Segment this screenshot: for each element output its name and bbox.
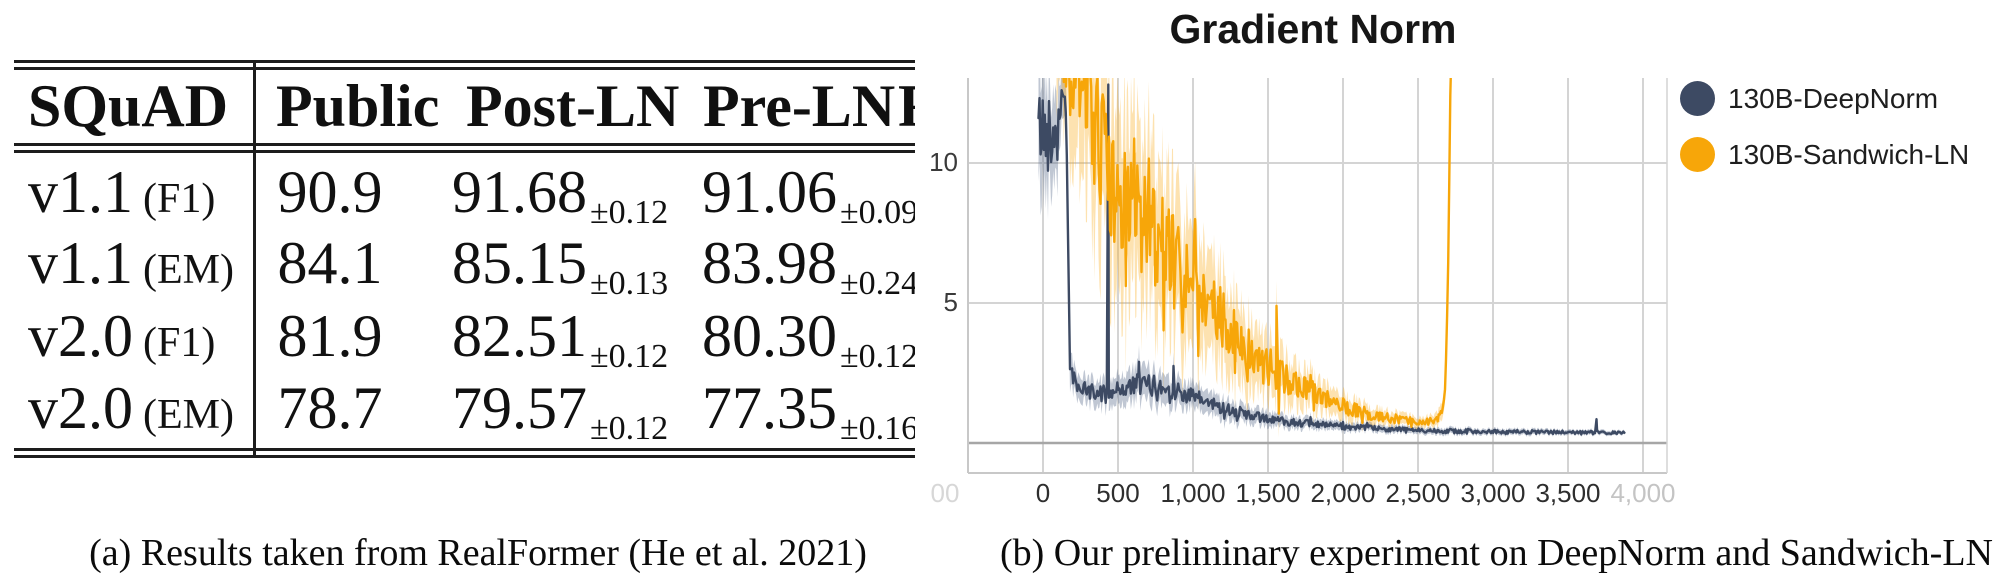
table-bottom-rule [14,448,915,451]
table-top-rule [14,60,915,63]
x-tick-label: 4,000 [1610,478,1676,508]
x-tick-label: 1,500 [1235,478,1301,508]
metric-cell: v2.0 (F1) [28,300,215,379]
column-header-pre-ln: Pre-LN [703,73,896,139]
post-ln-value: 85.15±0.13 [452,227,668,309]
pre-ln-value: 91.06±0.09 [702,156,915,238]
x-tick-label: 2,000 [1310,478,1376,508]
table-top-rule [14,67,915,70]
post-ln-std: ±0.12 [590,410,669,447]
table-column-divider [253,60,256,457]
metric-note: (F1) [143,320,216,366]
metric-note: (EM) [143,392,234,438]
subcaption-a: (a) Results taken from RealFormer (He et… [89,532,867,574]
pre-ln-value: 77.35±0.16 [702,372,915,454]
x-tick-label: 3,500 [1535,478,1601,508]
x-tick-label: 0 [1035,478,1051,508]
public-value: 90.9 [277,159,383,225]
legend-label: 130B-DeepNorm [1728,82,1939,114]
metric-version: v2.0 [28,303,133,369]
series-band-130B-Sandwich-LN [1056,78,1452,438]
table-row: v1.1 (EM) 84.1 85.15±0.13 83.98±0.24 [14,227,915,302]
public-value: 81.9 [277,303,383,369]
legend-item-deepnorm: 130B-DeepNorm [1680,80,1969,116]
pre-ln-mean: 91.06 [702,159,837,225]
sandwich-ln-series-dot-icon [1680,136,1715,172]
post-ln-value: 91.68±0.12 [452,156,668,238]
series-line-130B-Sandwich-LN [1062,78,1452,429]
post-ln-std: ±0.12 [590,338,669,375]
x-tick-label-faded-edge: 00 [930,478,960,508]
metric-note: (EM) [143,247,234,293]
table-row: v2.0 (F1) 81.9 82.51±0.12 80.30±0.12 [14,300,915,375]
metric-version: v1.1 [28,159,133,225]
pre-ln-std: ±0.24 [840,265,915,302]
post-ln-std: ±0.13 [590,265,669,302]
pre-ln-value: 80.30±0.12 [702,300,915,382]
post-ln-value: 79.57±0.12 [452,372,668,454]
column-header-public: Public [276,73,440,139]
table-row: v2.0 (EM) 78.7 79.57±0.12 77.35±0.16 [14,372,915,447]
y-tick-label-10: 10 [929,147,958,177]
pre-ln-mean: 80.30 [702,303,837,369]
x-tick-label: 2,500 [1385,478,1451,508]
column-header-clipped: R [898,72,915,140]
pre-ln-value: 83.98±0.24 [702,227,915,309]
post-ln-mean: 85.15 [452,230,587,296]
pre-ln-mean: 77.35 [702,375,837,441]
pre-ln-std: ±0.09 [840,194,915,231]
public-value: 84.1 [277,230,383,296]
x-tick-label: 1,000 [1160,478,1226,508]
table-row: v1.1 (F1) 90.9 91.68±0.12 91.06±0.09 [14,156,915,231]
post-ln-mean: 91.68 [452,159,587,225]
curves-group [1037,78,1626,438]
series-line-130B-DeepNorm [1037,83,1626,436]
table-header-rule [14,150,915,153]
squad-results-table: SQuAD Public Post-LN Pre-LN R v1.1(F1) 9… [14,60,915,458]
post-ln-mean: 82.51 [452,303,587,369]
public-value: 78.7 [277,375,383,441]
chart-title: Gradient Norm [1169,6,1457,52]
x-tick-label: 3,000 [1460,478,1526,508]
table-bottom-rule [14,455,915,458]
metric-cell: v2.0 (EM) [28,372,234,451]
metric-cell: v1.1 (EM) [28,227,234,306]
metric-note: (F1) [143,176,216,222]
column-header-post-ln: Post-LN [466,73,680,139]
pre-ln-mean: 83.98 [702,230,837,296]
x-tick-label: 500 [1096,478,1140,508]
post-ln-std: ±0.12 [590,194,669,231]
pre-ln-std: ±0.12 [840,338,915,375]
deepnorm-series-dot-icon [1680,80,1715,116]
series-band-130B-DeepNorm [1038,78,1625,437]
chart-legend: 130B-DeepNorm 130B-Sandwich-LN [1680,80,1969,192]
table-header-rule [14,143,915,146]
y-tick-label-5: 5 [943,287,958,317]
pre-ln-std: ±0.16 [840,410,915,447]
column-header-squad: SQuAD [28,73,229,139]
legend-label: 130B-Sandwich-LN [1728,138,1970,170]
subcaption-b: (b) Our preliminary experiment on DeepNo… [1000,532,1993,574]
post-ln-mean: 79.57 [452,375,587,441]
metric-version: v1.1 [28,230,133,296]
legend-item-sandwich-ln: 130B-Sandwich-LN [1680,136,1969,172]
metric-version: v2.0 [28,375,133,441]
metric-cell: v1.1 (F1) [28,156,215,235]
post-ln-value: 82.51±0.12 [452,300,668,382]
